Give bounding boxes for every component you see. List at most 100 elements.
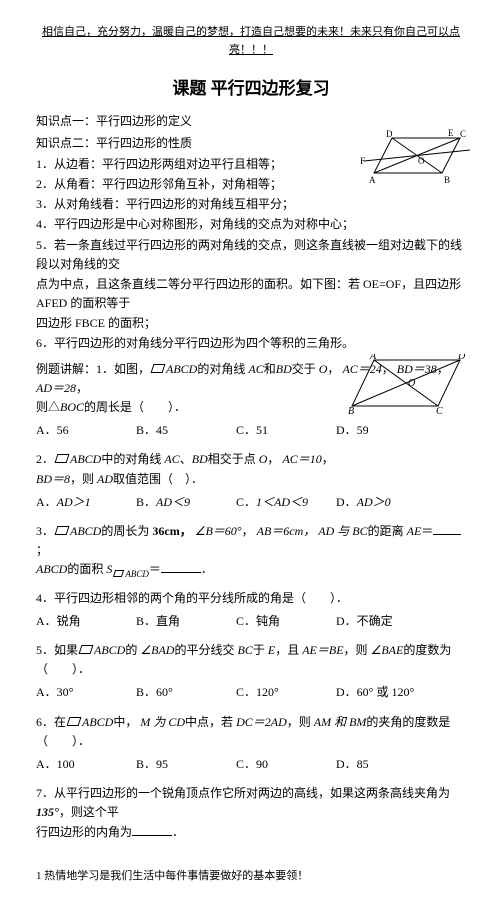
blank-3: [132, 825, 172, 836]
options-6: A．100 B．95 C．90 D．85: [36, 755, 466, 774]
q7-a: 7．从平行四边形的一个锐角顶点作它所对两边的高线，如果这两条高线夹角为: [36, 786, 450, 800]
q3-b: 36cm，: [152, 524, 191, 538]
opt-4d: D．不确定: [336, 612, 436, 631]
svg-text:O: O: [418, 156, 425, 166]
var-adbc: AD 与 BC: [318, 524, 367, 538]
var-abcd: ABCD: [70, 524, 101, 538]
eq1: ＝: [421, 524, 433, 538]
question-7: 7．从平行四边形的一个锐角顶点作它所对两边的高线，如果这两条高线夹角为 135°，…: [36, 784, 466, 842]
parallelogram-symbol: [55, 526, 70, 535]
eg1-c4: ，: [76, 381, 88, 395]
opt-2b: B．AD＜9: [136, 493, 236, 512]
svg-text:A: A: [369, 354, 377, 362]
opt-1c: C．51: [236, 421, 336, 440]
q7-c: ，则这个平: [59, 805, 119, 819]
var-b60: ∠B＝60°: [195, 524, 242, 538]
q6-d: ，则: [287, 715, 311, 729]
var-ad: AD: [97, 472, 113, 486]
question-5: 5．如果ABCD的 ∠BAD的平分线交 BC于 E，且 AE＝BE，则 ∠BAE…: [36, 641, 466, 679]
svg-text:E: E: [448, 128, 454, 138]
svg-text:C: C: [436, 406, 443, 417]
options-4: A．锐角 B．直角 C．钝角 D．不确定: [36, 612, 466, 631]
opt-1d: D．59: [336, 421, 436, 440]
var-abcd: ABCD: [94, 643, 125, 657]
eg1-d: 则△: [36, 400, 60, 414]
q2-a: 中的对角线: [101, 452, 161, 466]
svg-text:O: O: [408, 378, 415, 389]
parallelogram-symbol: [55, 454, 70, 463]
opt-5a: A．30°: [36, 683, 136, 702]
var-boc: BOC: [60, 400, 84, 414]
question-3: 3．ABCD的周长为 36cm， ∠B＝60°， AB＝6cm， AD 与 BC…: [36, 522, 466, 583]
property-5b: 点为中点，且这条直线二等分平行四边形的面积。如下图：若 OE=OF，且四边形 A…: [36, 275, 466, 313]
opt-2a: A．AD＞1: [36, 493, 136, 512]
var-bc: BC: [237, 643, 252, 657]
parallelogram-diagram-2: A D B C O: [348, 354, 466, 418]
opt-6b: B．95: [136, 755, 236, 774]
opt-5d: D．60° 或 120°: [336, 683, 436, 702]
q5-d: ，则: [344, 643, 368, 657]
page-footer: 1 热情地学习是我们生活中每件事情要做好的基本要领！: [36, 868, 466, 886]
opt-4b: B．直角: [136, 612, 236, 631]
eg1-b: 交于: [292, 362, 316, 376]
blank-2: [161, 562, 201, 573]
q2-e: 取值范围（ ）．: [113, 472, 203, 486]
property-5a: 5．若一条直线过平行四边形的两对角线的交点，则这条直线被一组对边截下的线段以对角…: [36, 236, 466, 274]
opt-1a: A．56: [36, 421, 136, 440]
svg-text:C: C: [460, 129, 466, 139]
svg-text:B: B: [348, 406, 354, 417]
opt-4a: A．锐角: [36, 612, 136, 631]
var-ac: AC: [164, 452, 179, 466]
opt-2d: D．AD＞0: [336, 493, 436, 512]
q2-c1: ，: [267, 452, 279, 466]
options-5: A．30° B．60° C．120° D．60° 或 120°: [36, 683, 466, 702]
q5-b: 的平分线交: [174, 643, 234, 657]
opt-5b: B．60°: [136, 683, 236, 702]
opt-2c: C．1＜AD＜9: [236, 493, 336, 512]
q3-e: 的面积: [67, 562, 103, 576]
q6-c: 中点，若: [185, 715, 233, 729]
var-bad2: BAD: [151, 643, 174, 657]
question-2: 2．ABCD中的对角线 AC、BD相交于点 O， AC＝10， BD＝8，则 A…: [36, 450, 466, 488]
var-bd: BD: [192, 452, 208, 466]
options-1: A．56 B．45 C．51 D．59: [36, 421, 466, 440]
svg-text:D: D: [386, 129, 393, 139]
options-2: A．AD＞1 B．AD＜9 C．1＜AD＜9 D．AD＞0: [36, 493, 466, 512]
eg1-e: 的周长是（ ）．: [84, 400, 186, 414]
parallelogram-symbol: [113, 570, 124, 577]
q2-c2: ，: [322, 452, 334, 466]
var-ambm: AM 和 BM: [314, 715, 367, 729]
property-5c: 四边形 FBCE 的面积；: [36, 314, 466, 333]
svg-text:F: F: [360, 156, 365, 166]
q7-d: 行四边形的内角为: [36, 825, 132, 839]
var-bae2: BAE: [381, 643, 403, 657]
q5-c: ，且: [275, 643, 299, 657]
property-3: 3．从对角线看：平行四边形的对角线互相平分；: [36, 195, 466, 214]
var-ae: AE: [407, 524, 422, 538]
q6-b: 中，: [113, 715, 137, 729]
var-aebe: AE＝BE: [302, 643, 343, 657]
parallelogram-symbol: [67, 717, 82, 726]
eg1-c1: ，: [327, 362, 339, 376]
opt-5c: C．120°: [236, 683, 336, 702]
top-banner: 相信自己，充分努力，温暖自己的梦想，打造自己想要的未来！未来只有你自己可以点亮！…: [36, 24, 466, 59]
var-abcd: ABCD: [70, 452, 101, 466]
var-ac: AC: [248, 362, 263, 376]
parallelogram-symbol: [151, 364, 166, 373]
svg-text:B: B: [444, 175, 450, 185]
eq2: ＝: [149, 562, 161, 576]
blank-1: [433, 524, 461, 535]
opt-4c: C．钝角: [236, 612, 336, 631]
svg-text:D: D: [457, 354, 466, 362]
txt-de: 的: [125, 643, 137, 657]
q7-b: 135°: [36, 805, 59, 819]
var-mcd: M 为 CD: [140, 715, 185, 729]
var-abcd: ABCD: [166, 362, 197, 376]
page-title: 课题 平行四边形复习: [36, 75, 466, 102]
eg1-lead: 例题讲解：1．如图，: [36, 362, 150, 376]
q3-num: 3．: [36, 524, 54, 538]
parallelogram-diagram-1: AB CD O EF: [352, 128, 472, 188]
var-bad: ∠: [140, 643, 151, 657]
q2-d: ，则: [70, 472, 94, 486]
eg1-a: 的对角线: [197, 362, 245, 376]
